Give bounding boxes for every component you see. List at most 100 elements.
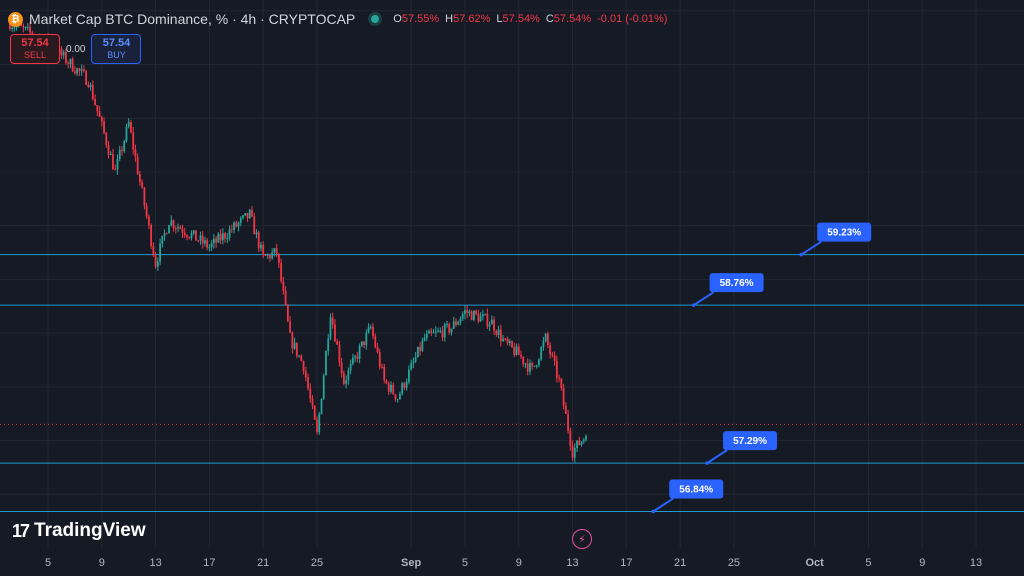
candle-body [159,243,161,262]
candle-body [255,232,258,235]
candle-body [441,330,444,338]
candle-body [248,209,251,219]
candle-body [511,341,513,348]
candle-body [136,156,139,175]
candle-body [226,237,229,239]
candle-body [396,399,399,401]
candle-body [347,370,350,381]
candle-body [65,51,67,63]
candle-body [513,347,516,356]
candle-body [439,330,442,332]
candle-body [239,217,242,223]
candle-body [564,405,567,414]
candle-body [134,149,137,157]
level-label-pointer [706,449,728,464]
candle-body [466,310,469,313]
candle-body [573,447,576,458]
candle-body [459,318,462,323]
candle-body [325,350,327,376]
level-label: 58.76% [691,273,764,307]
x-tick-label: 17 [620,557,632,569]
x-tick-label: 25 [311,557,323,569]
candle-body [443,324,446,338]
candle-body [432,332,435,334]
candle-body [490,319,493,325]
candle-body [293,342,296,349]
candle-body [455,321,457,325]
symbol-title[interactable]: Market Cap BTC Dominance, % · 4h · CRYPT… [29,11,356,27]
candle-body [112,153,114,170]
level-labels[interactable]: 59.23% 58.76% 57.29% 56.84% [651,222,872,514]
x-tick-label: 5 [462,557,468,569]
x-tick-label: 9 [99,557,105,569]
sell-price: 57.54 [21,37,49,49]
flash-icon[interactable]: ⚡ [572,529,592,549]
candle-body [172,220,175,228]
trade-buttons: 57.54 SELL 0.00 57.54 BUY [10,34,142,64]
candle-body [291,332,294,349]
candle-body [334,324,336,342]
candle-body [526,363,529,372]
candle-body [473,310,475,321]
candle-body [381,366,383,368]
x-tick-label: 9 [919,557,925,569]
candle-body [468,311,471,313]
candle-body [316,419,318,433]
candle-body [224,233,226,239]
candle-body [177,227,179,229]
ohlc-high: H57.62% [445,13,491,25]
candle-body [94,99,96,106]
candle-body [289,321,291,333]
candle-body [392,384,395,395]
candle-body [22,25,25,28]
candle-body [89,85,92,88]
level-label: 59.23% [799,222,872,257]
x-tick-label: 25 [728,557,740,569]
ohlc-change: -0.01 (-0.01%) [597,13,668,25]
candle-body [358,346,361,359]
candle-body [253,216,256,235]
candle-body [365,332,368,346]
candle-body [183,232,186,236]
candle-body [542,341,545,348]
candle-body [345,380,348,384]
candle-body [479,316,482,322]
candle-body [477,313,480,322]
spread-value: 0.00 [66,44,86,55]
level-label-box [669,479,724,499]
x-tick-label: 9 [516,557,522,569]
candle-body [154,255,157,267]
candle-body [186,235,188,238]
candle-body [327,338,330,351]
candle-body [197,240,200,242]
candle-body [280,262,283,282]
candle-body [107,145,110,155]
candle-body [540,347,543,360]
candle-body [109,153,112,155]
logo-text: TradingView [34,520,146,541]
candle-body [412,361,415,364]
candle-body [499,329,502,342]
candle-body [546,333,549,346]
level-label-box [709,273,764,293]
candle-body [408,369,410,382]
candle-body [394,394,397,400]
buy-button[interactable]: 57.54 BUY [91,34,142,64]
horizontal-levels[interactable] [0,254,1024,512]
level-label-box [817,222,872,242]
candle-body [399,393,401,400]
candle-body [163,233,166,236]
candle-body [199,235,202,241]
candle-body [273,248,276,253]
candle-body [372,326,374,337]
candle-body [585,436,587,440]
tradingview-logo[interactable]: 17 TradingView [12,520,146,542]
candle-body [351,357,354,364]
level-label-anchor [705,461,709,465]
candle-body [571,445,574,458]
candle-body [215,238,218,243]
candle-body [555,361,558,378]
sell-button[interactable]: 57.54 SELL [10,34,60,64]
candle-body [475,310,478,314]
